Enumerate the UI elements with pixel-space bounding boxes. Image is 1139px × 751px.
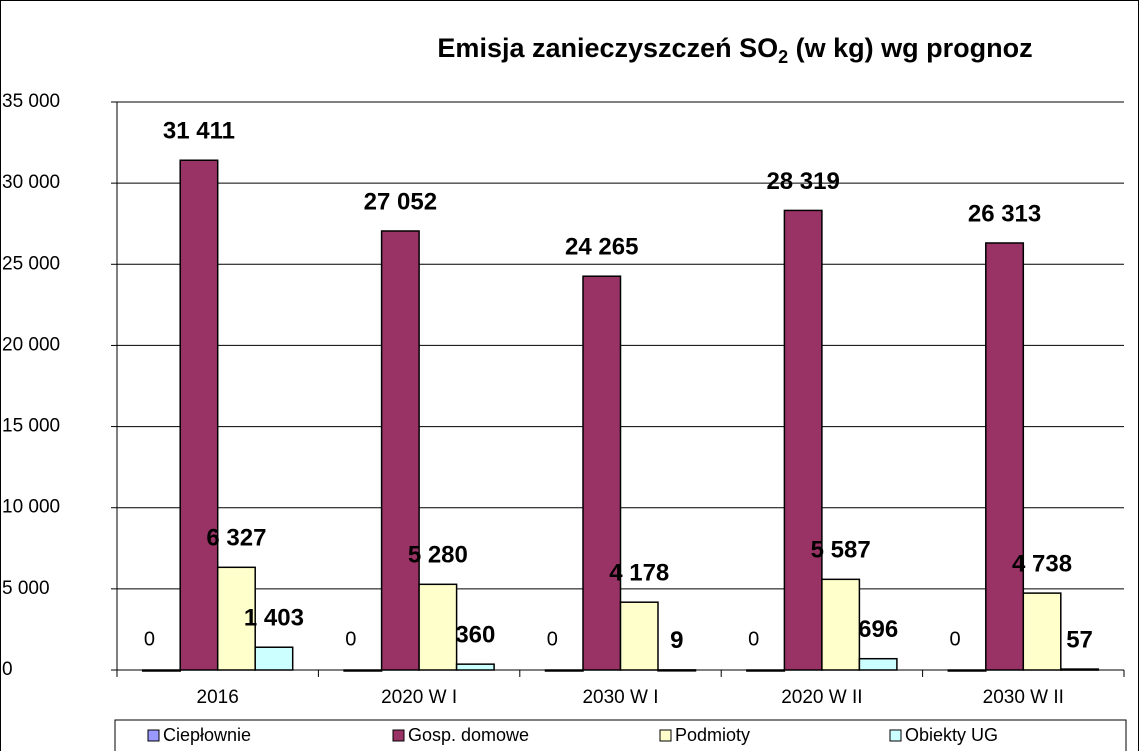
bar — [619, 601, 659, 671]
data-label: 27 052 — [364, 188, 437, 215]
y-tick-label: 0 — [2, 659, 13, 680]
data-label: 360 — [455, 622, 495, 649]
bar — [141, 669, 181, 672]
y-tick-label: 15 000 — [2, 416, 60, 437]
x-tick-label: 2020 W II — [781, 687, 862, 708]
data-label: 1 403 — [244, 605, 304, 632]
data-label: 696 — [858, 616, 898, 643]
data-label: 0 — [748, 628, 759, 650]
data-label: 5 280 — [408, 542, 468, 569]
legend-swatch — [659, 729, 672, 742]
bar — [1022, 592, 1062, 671]
x-tick-label: 2030 W II — [983, 687, 1064, 708]
bar — [947, 669, 987, 672]
data-label: 0 — [345, 628, 356, 650]
bar — [657, 669, 697, 672]
data-label: 0 — [547, 628, 558, 650]
bar — [821, 578, 861, 671]
bar — [179, 159, 219, 671]
bar — [783, 209, 823, 671]
data-label: 31 411 — [163, 118, 235, 145]
x-tick-label: 2030 W I — [582, 687, 658, 708]
bar — [1060, 668, 1100, 671]
y-tick-label: 25 000 — [2, 253, 60, 274]
legend-label: Obiekty UG — [905, 725, 998, 745]
y-tick-label: 30 000 — [2, 172, 60, 193]
data-label: 4 738 — [1012, 550, 1072, 577]
bar — [455, 663, 495, 671]
legend-swatch — [889, 729, 902, 742]
legend-label: Gosp. domowe — [408, 725, 529, 745]
legend-label: Ciepłownie — [163, 725, 251, 745]
y-tick-label: 35 000 — [2, 91, 60, 112]
title-subscript: 2 — [778, 47, 788, 67]
x-tick-label: 2016 — [197, 687, 239, 708]
bar — [380, 230, 420, 671]
legend-swatch — [147, 729, 160, 742]
data-label: 5 587 — [811, 537, 871, 564]
bar — [216, 566, 256, 671]
bar — [582, 275, 622, 671]
data-label: 28 319 — [766, 168, 839, 195]
y-tick-label: 5 000 — [2, 578, 50, 599]
chart-title: Emisja zanieczyszczeń SO2 (w kg) wg prog… — [437, 33, 1032, 67]
legend-box — [114, 719, 1127, 751]
data-label: 0 — [949, 628, 960, 650]
bar — [254, 646, 294, 671]
title-part: (w kg) wg prognoz — [788, 33, 1032, 63]
data-label: 6 327 — [206, 525, 266, 552]
y-tick-label: 10 000 — [2, 497, 60, 518]
y-tick-label: 20 000 — [2, 334, 60, 355]
bar — [343, 669, 383, 672]
legend-swatch — [392, 729, 405, 742]
data-label: 24 265 — [565, 234, 638, 261]
bar — [858, 657, 898, 671]
legend-label: Podmioty — [675, 725, 750, 745]
data-label: 57 — [1066, 626, 1093, 653]
bar — [418, 583, 458, 671]
data-label: 26 313 — [968, 200, 1041, 227]
bar — [985, 242, 1025, 671]
title-part: Emisja zanieczyszczeń SO — [437, 33, 778, 63]
data-label: 9 — [670, 627, 683, 654]
data-label: 0 — [144, 628, 155, 650]
bar — [746, 669, 786, 672]
bar — [544, 669, 584, 672]
x-tick-label: 2020 W I — [381, 687, 457, 708]
data-label: 4 178 — [609, 560, 669, 587]
